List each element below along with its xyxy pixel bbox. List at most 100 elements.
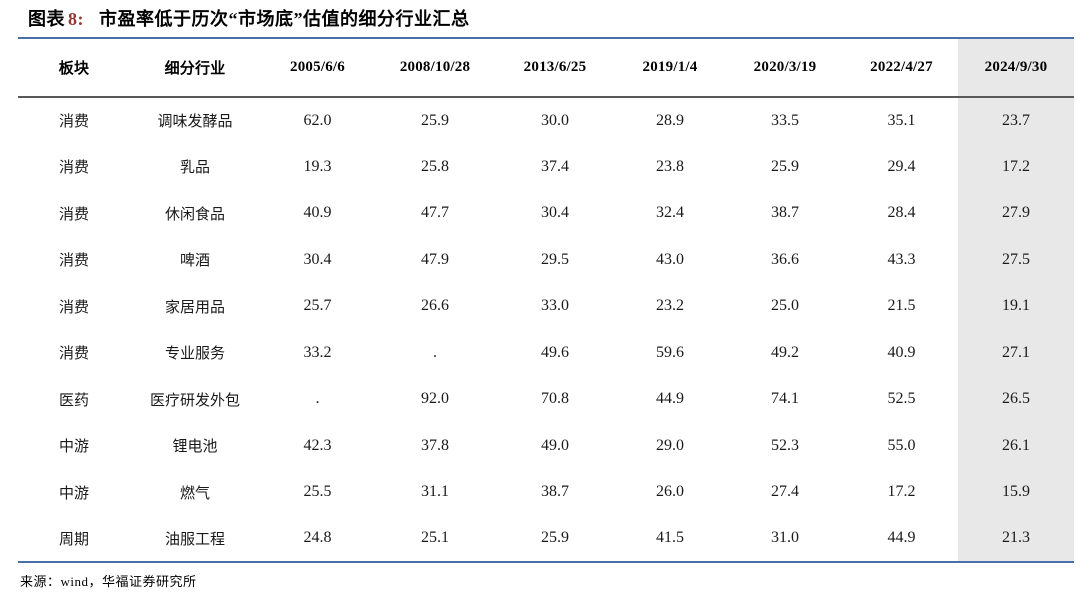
pe-value-cell: 29.5	[541, 250, 569, 268]
pe-value-cell: 25.9	[541, 529, 569, 547]
pe-value-cell: 27.4	[771, 483, 799, 501]
pe-value-cell: 35.1	[887, 111, 916, 129]
figure-label: 图表	[28, 9, 65, 29]
pe-value-cell: 15.9	[958, 469, 1074, 516]
table-row: 周期 油服工程 24.8 25.1 25.9 41.5 31.0 44.9 21.3	[18, 515, 1074, 562]
sector-cell: 消费	[58, 114, 89, 131]
pe-value-cell: 49.2	[771, 343, 799, 361]
pe-value-cell: 29.4	[887, 157, 916, 175]
pe-value-cell: .	[315, 390, 320, 408]
pe-value-cell: 47.9	[421, 250, 449, 268]
pe-value-cell: 19.1	[958, 283, 1074, 330]
pe-value-cell: 33.5	[771, 111, 799, 129]
pe-value-cell: 23.8	[656, 157, 684, 175]
subindustry-cell: 专业服务	[164, 346, 225, 363]
figure-number: 8:	[68, 9, 84, 29]
subindustry-cell: 调味发酵品	[157, 114, 233, 131]
pe-value-cell: 30.4	[541, 204, 569, 222]
col-header-date-2024-highlighted: 2024/9/30	[958, 38, 1074, 98]
pe-value-cell: 25.9	[771, 157, 799, 175]
source-note: 来源：wind，华福证券研究所	[20, 574, 197, 589]
pe-value-cell: 38.7	[541, 483, 569, 501]
pe-value-cell: 30.0	[541, 111, 569, 129]
pe-value-cell: .	[433, 343, 437, 361]
sector-cell: 周期	[58, 531, 89, 548]
table-container: 板块 细分行业 2005/6/6 2008/10/28 2013/6/25 20…	[18, 37, 1074, 563]
pe-value-cell: 26.0	[656, 483, 684, 501]
pe-value-cell: 27.9	[958, 190, 1074, 237]
table-body: 消费 调味发酵品 62.0 25.9 30.0 28.9 33.5 35.1 23.7 消费 乳品 1…	[18, 97, 1074, 562]
pe-value-cell: 70.8	[541, 390, 569, 408]
pe-value-cell: 25.1	[421, 529, 449, 547]
pe-value-cell: 44.9	[656, 390, 684, 408]
col-header-date-2020: 2020/3/19	[725, 38, 845, 98]
subindustry-cell: 家居用品	[164, 299, 225, 316]
table-row: 消费 专业服务 33.2. 49.6 59.6 49.2 40.9 27.1	[18, 329, 1074, 376]
table-row: 中游 燃气 25.5 31.1 38.7 26.0 27.4 17.2 15.9	[18, 469, 1074, 516]
pe-value-cell: 27.5	[958, 236, 1074, 283]
table-row: 消费 乳品 19.3 25.8 37.4 23.8 25.9 29.4 17.2	[18, 143, 1074, 190]
pe-value-cell: 28.4	[887, 204, 916, 222]
pe-value-cell: 62.0	[303, 111, 332, 129]
pe-value-cell: 37.4	[541, 157, 569, 175]
pe-value-cell: 31.1	[421, 483, 449, 501]
pe-value-cell: 36.6	[771, 250, 799, 268]
pe-value-cell: 40.9	[303, 204, 332, 222]
sector-cell: 医药	[58, 392, 89, 409]
pe-value-cell: 33.0	[541, 297, 569, 315]
sector-cell: 中游	[58, 485, 89, 502]
pe-value-cell: 40.9	[887, 343, 916, 361]
subindustry-cell: 乳品	[179, 160, 210, 177]
col-header-date-2005: 2005/6/6	[260, 38, 375, 98]
subindustry-cell: 医疗研发外包	[149, 392, 240, 409]
pe-value-cell: 26.6	[421, 297, 449, 315]
figure-title: 图表 8: 市盈率低于历次“市场底”估值的细分行业汇总	[28, 5, 470, 31]
table-row: 消费 调味发酵品 62.0 25.9 30.0 28.9 33.5 35.1 23.7	[18, 97, 1074, 144]
col-header-date-2022: 2022/4/27	[845, 38, 958, 98]
subindustry-cell: 啤酒	[179, 253, 210, 270]
pe-value-cell: 37.8	[421, 436, 449, 454]
sector-cell: 中游	[58, 439, 89, 456]
pe-value-cell: 28.9	[656, 111, 684, 129]
col-header-sector: 板块	[18, 38, 130, 98]
pe-value-cell: 25.9	[421, 111, 449, 129]
col-header-date-2008: 2008/10/28	[375, 38, 495, 98]
pe-value-cell: 42.3	[303, 436, 332, 454]
subindustry-cell: 休闲食品	[164, 206, 225, 223]
pe-value-cell: 52.3	[771, 436, 799, 454]
subindustry-cell: 燃气	[179, 485, 210, 502]
pe-value-cell: 21.3	[958, 515, 1074, 562]
table-row: 医药 医疗研发外包. 92.0 70.8 44.9 74.1 52.5 26.5	[18, 376, 1074, 423]
col-header-date-2019: 2019/1/4	[615, 38, 725, 98]
sector-cell: 消费	[58, 346, 89, 363]
sector-cell: 消费	[58, 206, 89, 223]
pe-value-cell: 25.5	[303, 483, 332, 501]
col-header-date-2013: 2013/6/25	[495, 38, 615, 98]
pe-value-cell: 17.2	[958, 143, 1074, 190]
pe-value-cell: 24.8	[303, 529, 332, 547]
pe-value-cell: 33.2	[303, 343, 332, 361]
table-row: 消费 休闲食品 40.9 47.7 30.4 32.4 38.7 28.4 27.9	[18, 190, 1074, 237]
pe-value-cell: 30.4	[303, 250, 332, 268]
pe-value-cell: 47.7	[421, 204, 449, 222]
pe-value-cell: 31.0	[771, 529, 799, 547]
sector-cell: 消费	[58, 253, 89, 270]
table-header-row: 板块 细分行业 2005/6/6 2008/10/28 2013/6/25 20…	[18, 38, 1074, 98]
pe-value-cell: 74.1	[771, 390, 799, 408]
pe-value-cell: 44.9	[887, 529, 916, 547]
figure-caption: 市盈率低于历次“市场底”估值的细分行业汇总	[99, 9, 470, 29]
pe-value-cell: 55.0	[887, 436, 916, 454]
subindustry-cell: 锂电池	[172, 439, 218, 456]
pe-value-cell: 29.0	[656, 436, 684, 454]
pe-value-cell: 25.8	[421, 157, 449, 175]
pe-value-cell: 49.6	[541, 343, 569, 361]
pe-value-cell: 32.4	[656, 204, 684, 222]
table-row: 中游 锂电池 42.3 37.8 49.0 29.0 52.3 55.0 26.1	[18, 422, 1074, 469]
pe-value-cell: 26.5	[958, 376, 1074, 423]
col-header-subindustry: 细分行业	[130, 38, 260, 98]
sector-cell: 消费	[58, 299, 89, 316]
pe-value-cell: 43.3	[887, 250, 916, 268]
sector-cell: 消费	[58, 160, 89, 177]
pe-value-cell: 92.0	[421, 390, 449, 408]
